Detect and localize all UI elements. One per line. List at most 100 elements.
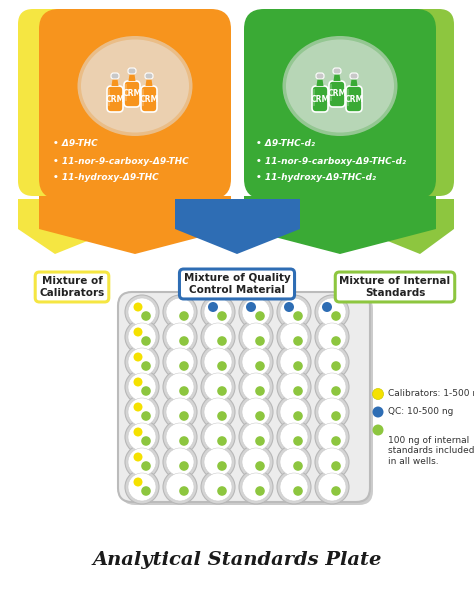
Circle shape — [217, 336, 227, 346]
Circle shape — [239, 370, 273, 404]
Circle shape — [255, 411, 265, 421]
Ellipse shape — [247, 329, 256, 335]
Circle shape — [141, 436, 151, 446]
Circle shape — [318, 348, 346, 376]
Circle shape — [179, 486, 189, 496]
Circle shape — [331, 336, 341, 346]
Circle shape — [128, 473, 156, 501]
Ellipse shape — [283, 36, 398, 136]
Circle shape — [141, 486, 151, 496]
Ellipse shape — [172, 404, 181, 410]
Circle shape — [201, 445, 235, 479]
Circle shape — [201, 420, 235, 454]
Polygon shape — [18, 199, 117, 254]
Circle shape — [134, 478, 143, 486]
Ellipse shape — [323, 329, 332, 335]
Circle shape — [280, 348, 308, 376]
Circle shape — [141, 336, 151, 346]
Ellipse shape — [247, 354, 256, 360]
Circle shape — [315, 320, 349, 354]
Ellipse shape — [323, 429, 332, 435]
Circle shape — [128, 373, 156, 401]
Circle shape — [293, 311, 303, 321]
Circle shape — [242, 298, 270, 326]
Circle shape — [125, 345, 159, 379]
Ellipse shape — [210, 454, 219, 460]
Circle shape — [134, 352, 143, 362]
Circle shape — [315, 295, 349, 329]
Text: • 11-nor-9-carboxy-Δ9-THC-d₂: • 11-nor-9-carboxy-Δ9-THC-d₂ — [256, 156, 406, 166]
Circle shape — [163, 295, 197, 329]
FancyBboxPatch shape — [350, 73, 358, 79]
Circle shape — [315, 395, 349, 429]
Circle shape — [217, 486, 227, 496]
Circle shape — [204, 398, 232, 426]
Ellipse shape — [323, 404, 332, 410]
Circle shape — [125, 295, 159, 329]
Ellipse shape — [285, 479, 294, 485]
Circle shape — [318, 298, 346, 326]
Polygon shape — [146, 79, 153, 86]
Circle shape — [217, 361, 227, 371]
Circle shape — [166, 448, 194, 476]
Circle shape — [128, 323, 156, 351]
Polygon shape — [358, 199, 454, 254]
Circle shape — [318, 373, 346, 401]
Circle shape — [318, 398, 346, 426]
Ellipse shape — [134, 379, 143, 385]
Circle shape — [239, 295, 273, 329]
Ellipse shape — [210, 354, 219, 360]
Circle shape — [201, 345, 235, 379]
FancyBboxPatch shape — [39, 9, 231, 199]
Circle shape — [315, 345, 349, 379]
Circle shape — [179, 461, 189, 471]
Circle shape — [125, 370, 159, 404]
Text: Mixture of Quality
Control Material: Mixture of Quality Control Material — [183, 273, 291, 295]
FancyBboxPatch shape — [111, 73, 119, 79]
Circle shape — [277, 395, 311, 429]
Circle shape — [201, 470, 235, 504]
Polygon shape — [347, 89, 349, 106]
Circle shape — [318, 323, 346, 351]
Circle shape — [331, 436, 341, 446]
Circle shape — [163, 420, 197, 454]
Text: CRM: CRM — [345, 94, 364, 103]
Circle shape — [217, 311, 227, 321]
Ellipse shape — [172, 304, 181, 310]
Circle shape — [255, 386, 265, 396]
Text: • Δ9-THC: • Δ9-THC — [53, 140, 98, 148]
Text: • 11-hydroxy-Δ9-THC-d₂: • 11-hydroxy-Δ9-THC-d₂ — [256, 173, 376, 182]
Ellipse shape — [247, 304, 256, 310]
Circle shape — [331, 411, 341, 421]
FancyBboxPatch shape — [346, 86, 362, 112]
Circle shape — [141, 361, 151, 371]
Circle shape — [163, 445, 197, 479]
Polygon shape — [334, 74, 340, 81]
Circle shape — [280, 398, 308, 426]
Ellipse shape — [134, 454, 143, 460]
FancyBboxPatch shape — [121, 295, 373, 505]
Circle shape — [242, 448, 270, 476]
Circle shape — [204, 373, 232, 401]
Circle shape — [163, 320, 197, 354]
Text: Mixture of Internal
Standards: Mixture of Internal Standards — [339, 276, 451, 298]
Circle shape — [239, 320, 273, 354]
Polygon shape — [330, 84, 332, 101]
Ellipse shape — [172, 354, 181, 360]
FancyBboxPatch shape — [329, 81, 345, 107]
Ellipse shape — [172, 454, 181, 460]
Circle shape — [280, 448, 308, 476]
Circle shape — [331, 486, 341, 496]
Circle shape — [277, 295, 311, 329]
Circle shape — [373, 388, 383, 400]
Circle shape — [141, 411, 151, 421]
Circle shape — [293, 436, 303, 446]
Circle shape — [134, 378, 143, 387]
Circle shape — [134, 302, 143, 311]
Ellipse shape — [210, 304, 219, 310]
Circle shape — [166, 423, 194, 451]
Ellipse shape — [247, 404, 256, 410]
Circle shape — [128, 398, 156, 426]
Ellipse shape — [172, 379, 181, 385]
Circle shape — [315, 370, 349, 404]
